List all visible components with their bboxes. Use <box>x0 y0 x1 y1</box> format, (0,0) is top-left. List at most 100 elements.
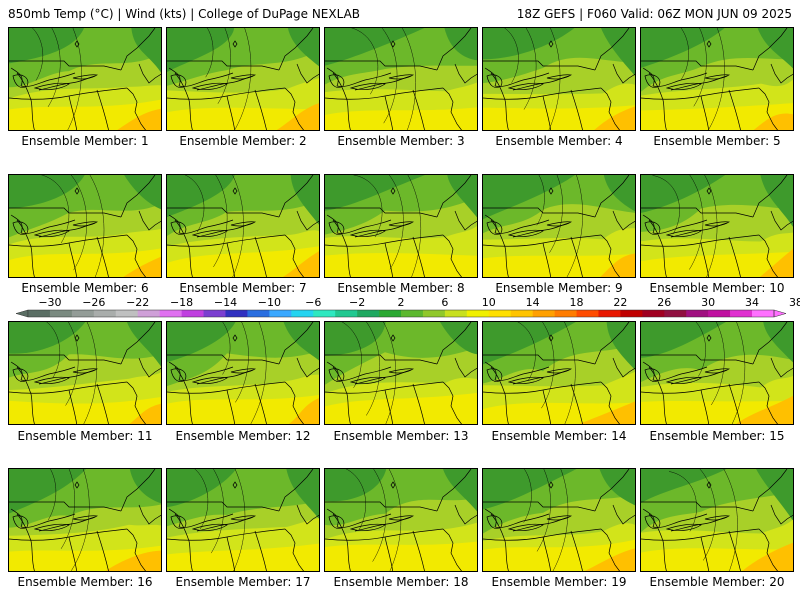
colorbar-swatch <box>115 310 139 317</box>
ensemble-member-label: Ensemble Member: 17 <box>175 575 311 589</box>
temperature-map <box>325 469 477 571</box>
ensemble-member-label: Ensemble Member: 20 <box>649 575 785 589</box>
ensemble-member-label: Ensemble Member: 9 <box>495 281 623 295</box>
colorbar-swatch <box>752 310 775 317</box>
colorbar-tick-label: 22 <box>613 298 627 309</box>
ensemble-member-label: Ensemble Member: 19 <box>491 575 627 589</box>
colorbar-tick-label: −6 <box>305 298 321 309</box>
ensemble-map-panel <box>166 468 320 572</box>
colorbar-swatch <box>620 310 643 317</box>
ensemble-member-label: Ensemble Member: 3 <box>337 134 465 148</box>
ensemble-map-panel <box>166 174 320 278</box>
ensemble-member-label: Ensemble Member: 7 <box>179 281 307 295</box>
chart-title: 850mb Temp (°C) | Wind (kts) | College o… <box>8 7 361 21</box>
ensemble-map-panel <box>8 174 162 278</box>
ensemble-map-panel <box>482 321 636 425</box>
ensemble-map-panel <box>482 468 636 572</box>
temperature-map <box>167 469 319 571</box>
colorbar-tick-label: −10 <box>258 298 281 309</box>
colorbar-tick-label: 2 <box>398 298 405 309</box>
temperature-map <box>9 28 161 130</box>
temperature-map <box>325 28 477 130</box>
colorbar-tick-label: 10 <box>482 298 496 309</box>
ensemble-map-panel <box>8 27 162 131</box>
colorbar-swatch <box>401 310 424 317</box>
temperature-map <box>483 322 635 424</box>
colorbar-swatch <box>598 310 621 317</box>
ensemble-member-label: Ensemble Member: 2 <box>179 134 307 148</box>
ensemble-map-panel <box>324 27 478 131</box>
ensemble-map-panel <box>8 468 162 572</box>
ensemble-map-panel <box>482 27 636 131</box>
colorbar-swatch <box>93 310 117 317</box>
ensemble-map-panel <box>166 27 320 131</box>
temperature-map <box>167 175 319 277</box>
ensemble-member-label: Ensemble Member: 11 <box>17 429 153 443</box>
colorbar-tick-label: −2 <box>349 298 365 309</box>
temperature-map <box>483 28 635 130</box>
colorbar-tick-label: −18 <box>170 298 193 309</box>
ensemble-member-label: Ensemble Member: 14 <box>491 429 627 443</box>
temperature-map <box>9 469 161 571</box>
ensemble-map-panel <box>640 27 794 131</box>
colorbar-swatch <box>181 310 204 317</box>
colorbar-swatch <box>510 310 533 317</box>
ensemble-member-label: Ensemble Member: 15 <box>649 429 785 443</box>
temperature-map <box>9 175 161 277</box>
ensemble-map-panel <box>640 174 794 278</box>
ensemble-member-label: Ensemble Member: 6 <box>21 281 149 295</box>
colorbar-tick-label: 26 <box>657 298 671 309</box>
ensemble-map-panel <box>8 321 162 425</box>
temperature-map <box>641 469 793 571</box>
colorbar-tick-label: −30 <box>38 298 61 309</box>
colorbar-swatch <box>532 310 555 317</box>
ensemble-member-label: Ensemble Member: 5 <box>653 134 781 148</box>
ensemble-member-label: Ensemble Member: 12 <box>175 429 311 443</box>
colorbar-swatch <box>28 310 51 317</box>
colorbar-tick-label: 6 <box>441 298 448 309</box>
colorbar-tick-label: 14 <box>526 298 540 309</box>
ensemble-member-label: Ensemble Member: 18 <box>333 575 469 589</box>
colorbar-swatch <box>730 310 753 317</box>
ensemble-map-panel <box>324 321 478 425</box>
temperature-map <box>325 175 477 277</box>
temperature-map <box>483 469 635 571</box>
colorbar-tick-label: −14 <box>214 298 237 309</box>
ensemble-map-panel <box>324 468 478 572</box>
colorbar-tick-label: 38 <box>789 298 800 309</box>
colorbar-swatch <box>642 310 665 317</box>
colorbar-swatch <box>159 310 182 317</box>
colorbar-swatch <box>576 310 599 317</box>
temperature-map <box>325 322 477 424</box>
colorbar-swatch <box>466 310 490 317</box>
ensemble-member-label: Ensemble Member: 16 <box>17 575 153 589</box>
ensemble-member-label: Ensemble Member: 10 <box>649 281 785 295</box>
colorbar-swatch <box>335 310 358 317</box>
colorbar-swatch <box>291 310 314 317</box>
colorbar-tick-label: −22 <box>126 298 149 309</box>
colorbar-swatch <box>444 310 468 317</box>
colorbar-min-arrow <box>15 309 29 318</box>
colorbar-swatch <box>357 310 380 317</box>
colorbar-swatch <box>708 310 731 317</box>
ensemble-map-panel <box>324 174 478 278</box>
colorbar-swatch <box>49 310 73 317</box>
colorbar-swatch <box>269 310 292 317</box>
colorbar-swatch <box>686 310 709 317</box>
colorbar-swatch <box>664 310 687 317</box>
temperature-map <box>167 28 319 130</box>
colorbar-swatch <box>379 310 402 317</box>
temperature-map <box>641 175 793 277</box>
ensemble-map-panel <box>640 468 794 572</box>
colorbar-tick-label: 34 <box>745 298 759 309</box>
colorbar-swatch <box>247 310 270 317</box>
colorbar-max-arrow <box>773 309 787 318</box>
colorbar-swatch <box>71 310 95 317</box>
colorbar-swatch <box>203 310 226 317</box>
colorbar-swatch <box>488 310 512 317</box>
model-run-info: 18Z GEFS | F060 Valid: 06Z MON JUN 09 20… <box>516 7 792 21</box>
temperature-map <box>641 28 793 130</box>
ensemble-map-panel <box>482 174 636 278</box>
ensemble-map-panel <box>166 321 320 425</box>
colorbar-swatch <box>313 310 336 317</box>
